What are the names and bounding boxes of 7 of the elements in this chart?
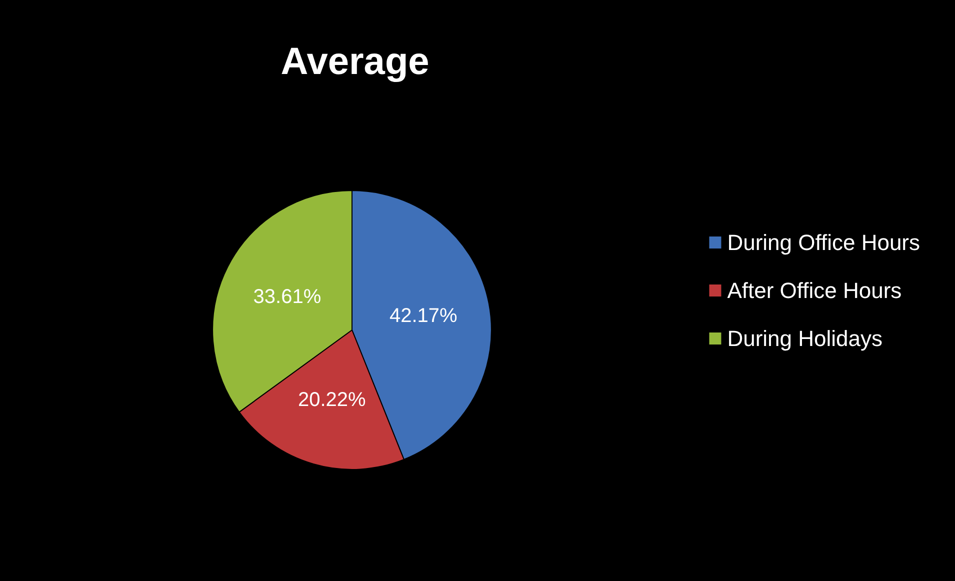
- legend-label: During Holidays: [727, 326, 883, 351]
- legend-label: During Office Hours: [727, 230, 920, 255]
- data-label: 20.22%: [298, 388, 366, 411]
- data-label: 42.17%: [389, 305, 458, 328]
- legend-label: After Office Hours: [727, 278, 902, 303]
- data-label: 33.61%: [253, 286, 322, 308]
- chart-title: Average: [280, 41, 430, 83]
